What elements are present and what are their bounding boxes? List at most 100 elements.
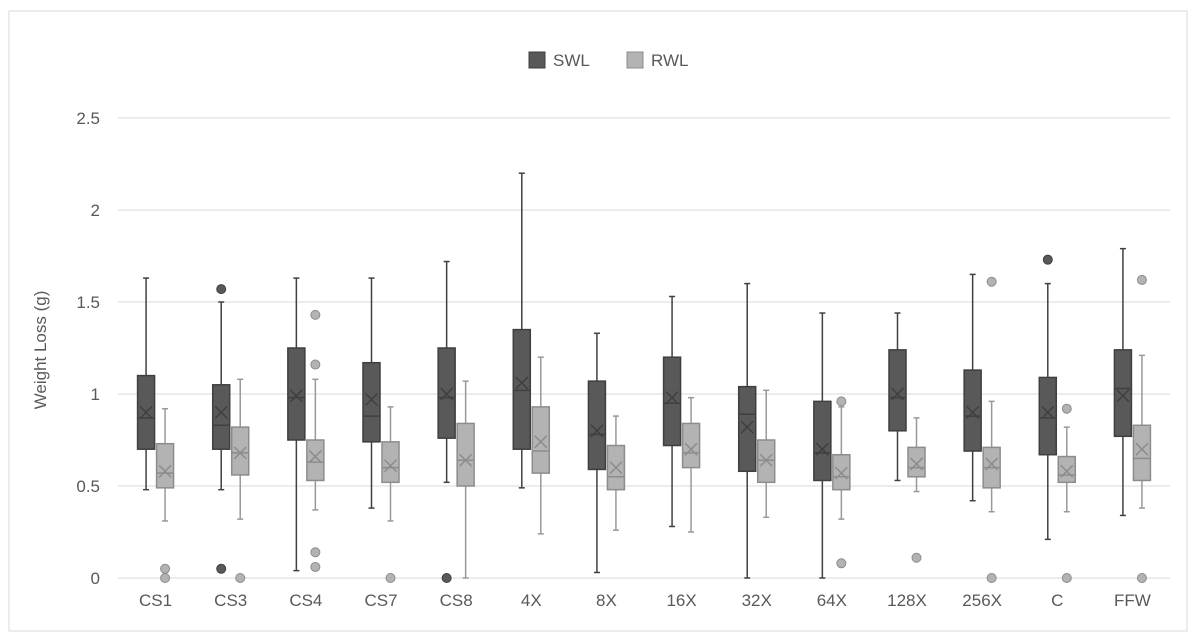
chart-frame xyxy=(8,10,1188,632)
box-rwl-cs4 xyxy=(306,309,325,572)
iqr-box xyxy=(211,384,231,450)
legend-label: SWL xyxy=(553,51,590,70)
box-rwl-cs1 xyxy=(155,407,175,583)
iqr-box xyxy=(1038,376,1058,456)
x-tick-label: CS7 xyxy=(364,591,397,610)
x-tick-label: CS3 xyxy=(214,591,247,610)
mean-marker xyxy=(1135,442,1149,456)
box-swl-256x xyxy=(963,273,982,502)
iqr-box xyxy=(662,356,682,447)
x-tick-label: C xyxy=(1051,591,1063,610)
mean-marker xyxy=(1060,464,1074,478)
iqr-box xyxy=(362,361,381,443)
outlier-point xyxy=(216,284,227,295)
box-rwl-128x xyxy=(907,417,926,563)
box-rwl-cs3 xyxy=(230,378,250,583)
y-tick-label: 0.5 xyxy=(76,477,100,496)
box-swl-cs8 xyxy=(437,260,456,583)
outlier-point xyxy=(1136,274,1147,285)
x-axis-ticks: CS1 CS3 CS4 CS7 CS8 4X 8X 16X 32X 64X 128X 256X C FFW xyxy=(139,591,1151,610)
outlier-point xyxy=(836,558,847,569)
box-series xyxy=(136,172,1152,583)
x-tick-label: 64X xyxy=(817,591,847,610)
iqr-box xyxy=(587,380,607,471)
outlier-point xyxy=(310,561,321,572)
outlier-point xyxy=(310,309,321,320)
mean-marker xyxy=(684,442,698,456)
box-rwl-64x xyxy=(832,396,851,569)
iqr-box xyxy=(287,347,306,441)
iqr-box xyxy=(1113,349,1133,438)
x-tick-label: 16X xyxy=(666,591,696,610)
outlier-point xyxy=(310,547,321,558)
outlier-point xyxy=(385,573,396,583)
outlier-point xyxy=(986,573,997,583)
legend-item-swl: SWL xyxy=(528,51,590,70)
mean-marker xyxy=(515,376,529,390)
outlier-point xyxy=(160,573,171,583)
iqr-box xyxy=(963,369,982,452)
outlier-point xyxy=(986,276,997,287)
mean-marker xyxy=(665,391,679,405)
legend: SWL RWL xyxy=(528,51,688,70)
legend-item-rwl: RWL xyxy=(626,51,688,70)
box-rwl-8x xyxy=(606,415,626,531)
iqr-box xyxy=(230,426,250,476)
box-rwl-cs7 xyxy=(381,406,400,583)
mean-marker xyxy=(440,387,454,401)
iqr-box xyxy=(155,442,175,489)
mean-marker xyxy=(139,405,153,419)
series-rwl xyxy=(155,274,1152,583)
outlier-point xyxy=(1136,573,1147,583)
box-swl-16x xyxy=(662,295,682,528)
mean-marker xyxy=(383,459,398,473)
mean-marker xyxy=(534,435,548,449)
outlier-point xyxy=(1061,403,1072,414)
iqr-box xyxy=(813,400,832,482)
iqr-box xyxy=(531,406,551,474)
box-swl-ffw xyxy=(1113,247,1133,517)
mean-marker xyxy=(815,442,829,456)
outlier-point xyxy=(310,359,321,370)
series-swl xyxy=(136,172,1133,583)
mean-marker xyxy=(308,450,322,464)
legend-swatch xyxy=(528,51,546,69)
outlier-point xyxy=(441,573,452,583)
outlier-point xyxy=(1042,254,1053,265)
iqr-box xyxy=(737,385,757,473)
x-tick-label: 128X xyxy=(887,591,927,610)
iqr-box xyxy=(888,349,907,432)
box-rwl-cs8 xyxy=(456,380,475,579)
iqr-box xyxy=(1132,424,1152,482)
y-axis-title: Weight Loss (g) xyxy=(31,291,50,410)
mean-marker xyxy=(289,389,303,403)
outlier-point xyxy=(160,563,171,574)
mean-marker xyxy=(834,466,848,480)
box-rwl-ffw xyxy=(1132,274,1152,583)
mean-marker xyxy=(985,457,999,471)
mean-marker xyxy=(609,461,623,475)
x-tick-label: 4X xyxy=(521,591,542,610)
mean-marker xyxy=(1116,389,1130,403)
mean-marker xyxy=(590,424,604,438)
mean-marker xyxy=(740,420,754,434)
outlier-point xyxy=(235,573,246,583)
mean-marker xyxy=(759,453,773,467)
x-tick-label: FFW xyxy=(1114,591,1151,610)
y-tick-label: 1.5 xyxy=(76,293,100,312)
box-swl-cs1 xyxy=(136,277,156,491)
x-tick-label: CS1 xyxy=(139,591,172,610)
box-swl-c xyxy=(1038,254,1058,541)
iqr-box xyxy=(907,446,926,478)
y-tick-label: 0 xyxy=(91,569,100,588)
box-swl-32x xyxy=(737,282,757,579)
mean-marker xyxy=(459,453,473,467)
box-rwl-256x xyxy=(982,276,1001,583)
iqr-box xyxy=(381,441,400,484)
mean-marker xyxy=(233,446,247,460)
x-tick-label: CS8 xyxy=(440,591,473,610)
x-tick-label: CS4 xyxy=(289,591,322,610)
mean-marker xyxy=(214,405,228,419)
outlier-point xyxy=(836,396,847,407)
